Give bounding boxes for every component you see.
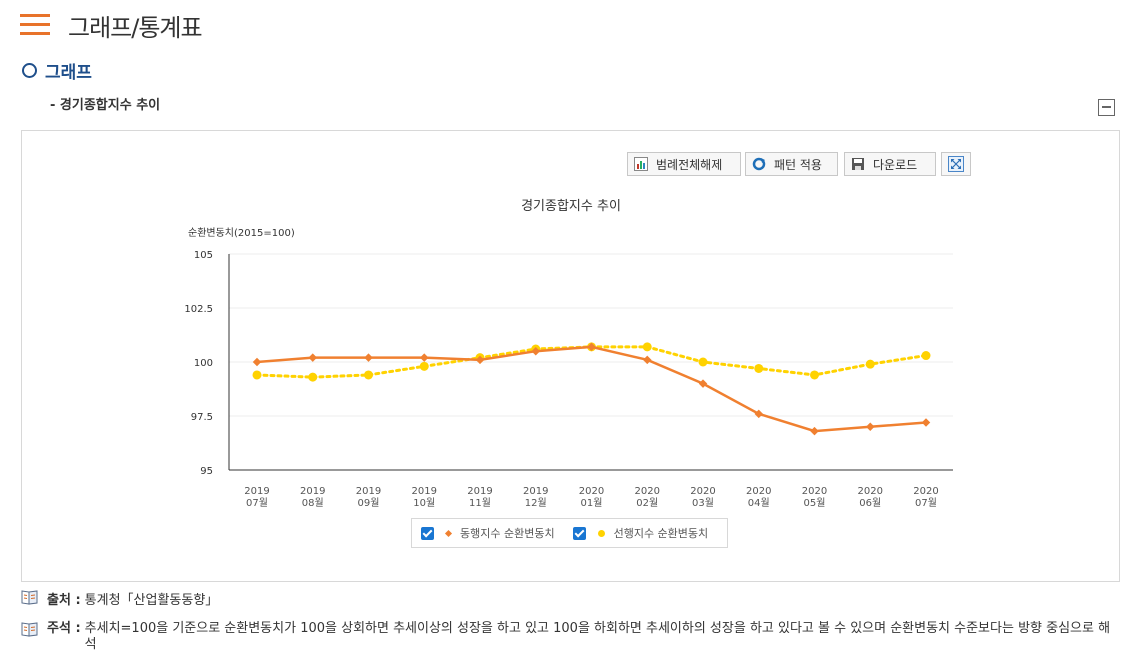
y-tick-label: 95 [200, 466, 213, 477]
chart-title: 경기종합지수 추이 [521, 199, 621, 214]
x-tick-year: 2020 [635, 486, 660, 497]
data-point [308, 353, 317, 362]
legend-label-coincident[interactable]: 동행지수 순환변동치 [460, 527, 555, 540]
data-point [364, 370, 373, 380]
book-icon [21, 622, 38, 637]
grid-layer [229, 253, 953, 417]
pattern-apply-label: 패턴 적용 [774, 157, 822, 172]
download-button[interactable]: 다운로드 [844, 152, 936, 176]
legend-off-label: 범례전체해제 [656, 157, 723, 172]
x-tick-year: 2020 [913, 486, 938, 497]
data-point [252, 370, 262, 380]
x-tick-year: 2019 [300, 486, 325, 497]
x-tick-month: 07월 [915, 497, 937, 509]
data-point [642, 342, 652, 352]
data-point [420, 353, 429, 362]
x-tick-year: 2020 [802, 486, 827, 497]
data-point [643, 355, 652, 365]
page-header: 그래프/통계표 [20, 8, 203, 42]
data-point [252, 357, 262, 367]
data-point [754, 409, 763, 419]
circle-marker-icon [597, 529, 605, 537]
book-icon [21, 590, 38, 605]
menu-icon[interactable] [20, 14, 50, 36]
expand-icon [948, 156, 964, 172]
collapse-button[interactable] [1098, 99, 1115, 116]
data-point [810, 426, 819, 436]
x-tick-year: 2019 [244, 486, 269, 497]
source-text: 통계청「산업활동동향」 [84, 593, 219, 608]
remark-note: 주석 : 추세치=100을 기준으로 순환변동치가 100을 상회하면 추세이상… [21, 621, 1111, 653]
x-tick-year: 2019 [356, 486, 381, 497]
fullscreen-button[interactable] [941, 152, 971, 176]
y-axis-label: 순환변동치(2015=100) [188, 227, 295, 239]
data-point [921, 418, 931, 427]
x-tick-month: 01월 [581, 497, 603, 509]
data-point [698, 357, 708, 367]
x-tick-year: 2020 [690, 486, 715, 497]
x-tick-layer: 201907월201908월201909월201910월201911월20191… [244, 486, 938, 509]
data-point [587, 342, 596, 352]
chart-container [21, 130, 1120, 582]
source-label: 출처 : [47, 593, 81, 608]
x-tick-month: 03월 [692, 497, 714, 509]
download-label: 다운로드 [873, 157, 918, 172]
data-point [810, 370, 819, 380]
data-point [475, 355, 485, 365]
x-tick-month: 10월 [413, 497, 435, 509]
x-tick-month: 05월 [804, 497, 826, 509]
circle-icon [22, 63, 37, 78]
pattern-apply-button[interactable]: 패턴 적용 [745, 152, 838, 176]
series-layer [252, 342, 931, 436]
x-tick-year: 2020 [858, 486, 883, 497]
x-tick-year: 2020 [746, 486, 771, 497]
legend-checkbox-coincident[interactable] [421, 526, 434, 540]
data-point [364, 353, 373, 362]
section-title: 그래프 [22, 58, 92, 83]
legend-label-leading[interactable]: 선행지수 순환변동치 [613, 527, 709, 540]
x-tick-month: 02월 [636, 497, 658, 509]
x-tick-month: 09월 [358, 497, 380, 509]
save-icon [852, 158, 864, 170]
chart-legend: 동행지수 순환변동치 선행지수 순환변동치 [411, 518, 728, 548]
axis-layer: 105 102.5 100 97.5 95 [184, 250, 953, 477]
page-title: 그래프/통계표 [68, 13, 203, 42]
x-tick-month: 12월 [525, 497, 547, 509]
x-tick-month: 07월 [246, 497, 268, 509]
diamond-marker-icon [444, 529, 453, 537]
legend-checkbox-leading[interactable] [572, 526, 586, 540]
x-tick-year: 2020 [579, 486, 604, 497]
x-tick-month: 08월 [302, 497, 324, 509]
y-tick-label: 105 [194, 250, 213, 261]
data-point [698, 379, 708, 388]
legend-off-button[interactable]: 범례전체해제 [627, 152, 741, 176]
chart-subtitle: - 경기종합지수 추이 [50, 98, 161, 113]
remark-text: 추세치=100을 기준으로 순환변동치가 100을 상회하면 추세이상의 성장을… [84, 621, 1111, 652]
refresh-icon [752, 157, 766, 171]
series-line [255, 345, 928, 433]
y-tick-label: 97.5 [191, 412, 213, 423]
data-point [419, 361, 429, 371]
x-tick-month: 04월 [748, 497, 770, 509]
source-note: 출처 : 통계청「산업활동동향」 [21, 589, 218, 608]
x-tick-year: 2019 [523, 486, 548, 497]
x-tick-year: 2019 [467, 486, 492, 497]
remark-label: 주석 : [47, 621, 81, 636]
data-point [865, 359, 875, 369]
chart-icon [634, 157, 648, 171]
data-point [754, 363, 764, 373]
y-tick-label: 100 [194, 358, 213, 369]
data-point [531, 346, 540, 356]
x-tick-month: 06월 [859, 497, 881, 509]
data-point [921, 351, 931, 361]
data-point [308, 372, 318, 382]
data-point [866, 422, 875, 432]
x-tick-month: 11월 [469, 497, 491, 509]
y-tick-label: 102.5 [184, 304, 213, 315]
section-title-label: 그래프 [45, 63, 92, 83]
x-tick-year: 2019 [412, 486, 437, 497]
